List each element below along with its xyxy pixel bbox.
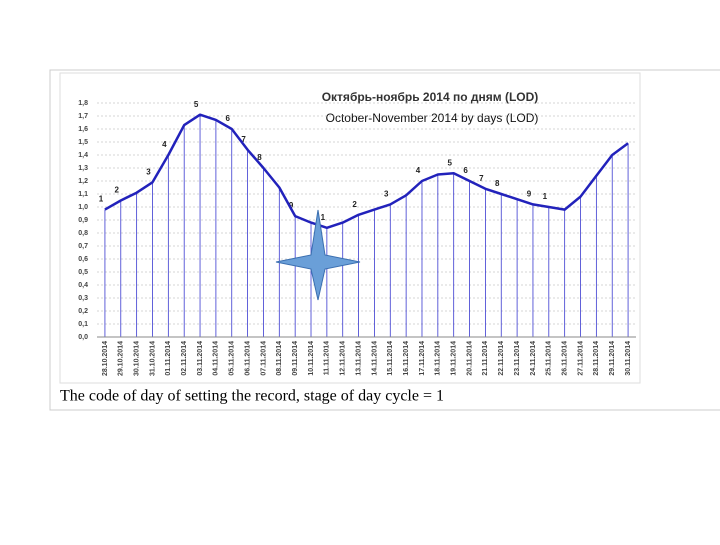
x-tick-label: 06.11.2014 (244, 341, 251, 376)
point-label: 4 (162, 140, 167, 149)
x-tick-label: 26.11.2014 (562, 341, 569, 376)
x-tick-label: 16.11.2014 (403, 341, 410, 376)
x-tick-label: 25.11.2014 (546, 341, 553, 376)
y-tick-label: 0,8 (78, 230, 88, 237)
chart-title: Октябрь-ноябрь 2014 по дням (LOD) (322, 90, 539, 104)
point-label: 6 (226, 114, 231, 123)
x-tick-label: 28.10.2014 (102, 341, 109, 376)
y-tick-label: 0,7 (78, 243, 88, 250)
point-label: 7 (241, 135, 246, 144)
y-tick-label: 0,9 (78, 217, 88, 224)
y-tick-label: 1,0 (78, 204, 88, 211)
point-label: 3 (146, 167, 151, 176)
point-label: 9 (527, 190, 532, 199)
x-tick-label: 28.11.2014 (593, 341, 600, 376)
y-tick-label: 1,1 (78, 191, 88, 198)
point-label: 2 (352, 200, 357, 209)
x-tick-label: 13.11.2014 (355, 341, 362, 376)
point-label: 2 (115, 186, 120, 195)
x-tick-label: 17.11.2014 (419, 341, 426, 376)
x-tick-label: 21.11.2014 (482, 341, 489, 376)
y-tick-label: 1,5 (78, 139, 88, 146)
x-tick-label: 02.11.2014 (181, 341, 188, 376)
x-tick-label: 24.11.2014 (530, 341, 537, 376)
x-tick-label: 12.11.2014 (340, 341, 347, 376)
x-tick-label: 05.11.2014 (229, 341, 236, 376)
x-tick-label: 23.11.2014 (514, 341, 521, 376)
x-tick-label: 30.10.2014 (133, 341, 140, 376)
point-label: 5 (194, 100, 199, 109)
x-tick-label: 19.11.2014 (451, 341, 458, 376)
y-tick-label: 1,7 (78, 113, 88, 120)
x-tick-label: 03.11.2014 (197, 341, 204, 376)
x-tick-label: 27.11.2014 (577, 341, 584, 376)
y-tick-label: 0,4 (78, 282, 88, 289)
x-tick-label: 14.11.2014 (371, 341, 378, 376)
x-tick-label: 04.11.2014 (213, 341, 220, 376)
point-label: 7 (479, 174, 484, 183)
x-tick-label: 22.11.2014 (498, 341, 505, 376)
point-label: 1 (99, 195, 104, 204)
y-tick-label: 1,2 (78, 178, 88, 185)
y-tick-label: 0,5 (78, 269, 88, 276)
chart-area (59, 72, 641, 384)
point-label: 8 (495, 179, 500, 188)
x-tick-label: 08.11.2014 (276, 341, 283, 376)
x-tick-label: 29.11.2014 (609, 341, 616, 376)
x-tick-label: 09.11.2014 (292, 341, 299, 376)
x-tick-label: 30.11.2014 (625, 341, 632, 376)
y-tick-label: 0,3 (78, 295, 88, 302)
x-tick-label: 15.11.2014 (387, 341, 394, 376)
point-label: 3 (384, 190, 389, 199)
point-label: 4 (416, 166, 421, 175)
x-tick-label: 31.10.2014 (149, 341, 156, 376)
x-tick-label: 07.11.2014 (260, 341, 267, 376)
caption: The code of day of setting the record, s… (60, 388, 444, 405)
x-tick-label: 11.11.2014 (324, 341, 331, 375)
point-label: 6 (463, 166, 468, 175)
y-tick-label: 0,1 (78, 321, 88, 328)
y-tick-label: 0,6 (78, 256, 88, 263)
y-tick-label: 1,3 (78, 165, 88, 172)
star (275, 209, 361, 301)
point-label: 1 (321, 213, 326, 222)
x-tick-label: 29.10.2014 (118, 341, 125, 376)
y-tick-label: 0,2 (78, 308, 88, 315)
point-label: 9 (289, 201, 294, 210)
x-tick-label: 10.11.2014 (308, 341, 315, 376)
point-label: 1 (543, 192, 548, 201)
y-tick-label: 0,0 (78, 334, 88, 341)
point-label: 5 (447, 158, 452, 167)
x-tick-label: 01.11.2014 (165, 341, 172, 376)
data-line (104, 113, 629, 230)
x-tick-label: 20.11.2014 (466, 341, 473, 376)
x-tick-label: 18.11.2014 (435, 341, 442, 376)
y-tick-label: 1,4 (78, 152, 88, 159)
plot: 0,0 0,1 0,2 0,3 0,4 0,5 0,6 0,7 0,8 0,9 1,0 1,1 1,2 1… (78, 100, 636, 376)
chart-subtitle: October-November 2014 by days (LOD) (326, 111, 539, 125)
point-label: 8 (257, 153, 262, 162)
y-tick-label: 1,6 (78, 126, 88, 133)
y-tick-label: 1,8 (78, 100, 88, 107)
